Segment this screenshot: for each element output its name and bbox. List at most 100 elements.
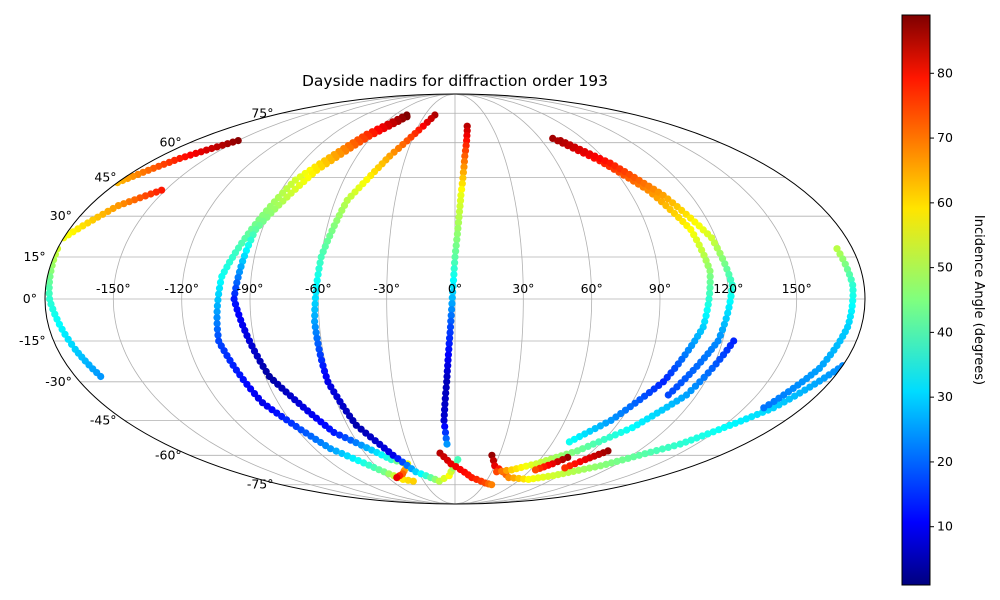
latitude-tick-label: -60°	[155, 447, 182, 462]
nadir-point	[456, 197, 465, 205]
nadir-point	[446, 334, 454, 342]
nadir-point	[600, 435, 608, 444]
nadir-point	[312, 288, 320, 296]
nadir-point	[727, 292, 735, 300]
longitude-tick-label: 0°	[448, 281, 462, 296]
nadir-point	[705, 295, 713, 303]
nadir-point	[341, 434, 349, 442]
nadir-point	[354, 457, 362, 465]
nadir-point	[704, 301, 712, 309]
nadir-point	[441, 400, 449, 408]
nadir-point	[215, 290, 223, 298]
nadir-point	[444, 362, 452, 370]
nadir-point	[698, 432, 706, 440]
nadir-point	[462, 142, 470, 150]
nadir-point	[218, 272, 226, 281]
nadir-point	[442, 383, 450, 392]
nadir-point	[607, 459, 616, 467]
nadir-point	[120, 200, 128, 208]
nadir-point	[316, 259, 324, 267]
nadir-point	[441, 406, 449, 414]
nadir-point	[579, 445, 587, 453]
longitude-tick-label: 120°	[713, 281, 743, 296]
nadir-point	[312, 282, 321, 290]
longitude-tick-label: 150°	[782, 281, 812, 296]
nadir-point	[706, 289, 714, 297]
nadir-point	[753, 410, 761, 419]
latitude-tick-label: -45°	[90, 412, 117, 427]
nadir-point	[45, 289, 53, 297]
nadir-point	[849, 291, 857, 300]
nadir-point	[725, 303, 733, 311]
nadir-point	[849, 286, 857, 294]
nadir-point	[338, 449, 346, 458]
nadir-point	[446, 323, 455, 331]
nadir-point	[531, 466, 540, 474]
nadir-point	[454, 219, 463, 227]
latitude-tick-label: -75°	[247, 477, 274, 492]
nadir-point	[452, 241, 460, 250]
latitude-tick-label: 60°	[160, 135, 182, 150]
nadir-point	[440, 416, 448, 424]
nadir-point	[748, 413, 756, 421]
nadir-point	[716, 331, 725, 339]
nadir-point	[720, 423, 728, 432]
nadir-point	[213, 325, 221, 333]
nadir-point	[630, 453, 638, 461]
nadir-point	[706, 267, 714, 275]
nadir-point	[454, 224, 462, 232]
nadir-point	[488, 481, 496, 489]
nadir-point	[457, 191, 465, 199]
nadir-point	[849, 281, 857, 289]
colorbar-tick-label: 30	[937, 389, 953, 404]
nadir-point	[449, 276, 458, 284]
nadir-point	[450, 270, 458, 278]
nadir-point	[709, 428, 717, 436]
nadir-point	[585, 464, 594, 472]
nadir-point	[461, 152, 469, 160]
nadir-point	[706, 272, 714, 281]
longitude-tick-label: -120°	[164, 281, 199, 296]
nadir-point	[443, 372, 451, 381]
nadir-point	[314, 340, 322, 348]
nadir-point	[448, 305, 456, 314]
nadir-point	[726, 298, 734, 306]
nadir-point	[617, 428, 625, 437]
nadir-point	[352, 439, 360, 447]
nadir-point	[443, 378, 451, 386]
nadir-point	[682, 391, 691, 399]
nadir-point	[131, 196, 139, 204]
nadir-point	[451, 259, 459, 267]
nadir-point	[691, 382, 700, 390]
nadir-point	[332, 447, 340, 455]
nadir-point	[458, 185, 466, 193]
nadir-point	[442, 434, 450, 442]
nadir-point	[330, 428, 338, 437]
colorbar-ticks: 10 20 30 40 50 60 70 80	[930, 65, 953, 534]
nadir-point	[216, 278, 225, 286]
longitude-tick-label: 30°	[512, 281, 534, 296]
nadir-point	[459, 174, 467, 182]
nadir-point	[456, 202, 464, 210]
nadir-point	[785, 395, 794, 403]
chart-title: Dayside nadirs for diffraction order 193	[302, 72, 608, 90]
nadir-point	[320, 367, 329, 375]
nadir-point	[449, 288, 457, 296]
nadir-point	[448, 294, 456, 302]
nadir-point	[703, 306, 711, 314]
nadir-point	[459, 168, 467, 176]
nadir-point	[336, 431, 344, 439]
nadir-point	[158, 186, 166, 194]
nadir-point	[311, 312, 319, 320]
latitude-tick-labels: -75° -60° -45° -30° -15° 0° 15° 30° 45° 60° 75°	[19, 105, 273, 491]
nadir-point	[311, 294, 319, 302]
nadir-point	[448, 300, 456, 308]
nadir-point	[453, 230, 461, 238]
longitude-tick-label: 60°	[581, 281, 603, 296]
latitude-tick-label: 0°	[23, 291, 37, 306]
nadir-point	[611, 431, 619, 439]
nadir-point	[311, 300, 319, 308]
longitude-tick-labels: -150° -120° -90° -60° -30° 0° 30° 60° 90° 120° 150…	[96, 281, 812, 296]
nadir-point	[141, 192, 149, 200]
